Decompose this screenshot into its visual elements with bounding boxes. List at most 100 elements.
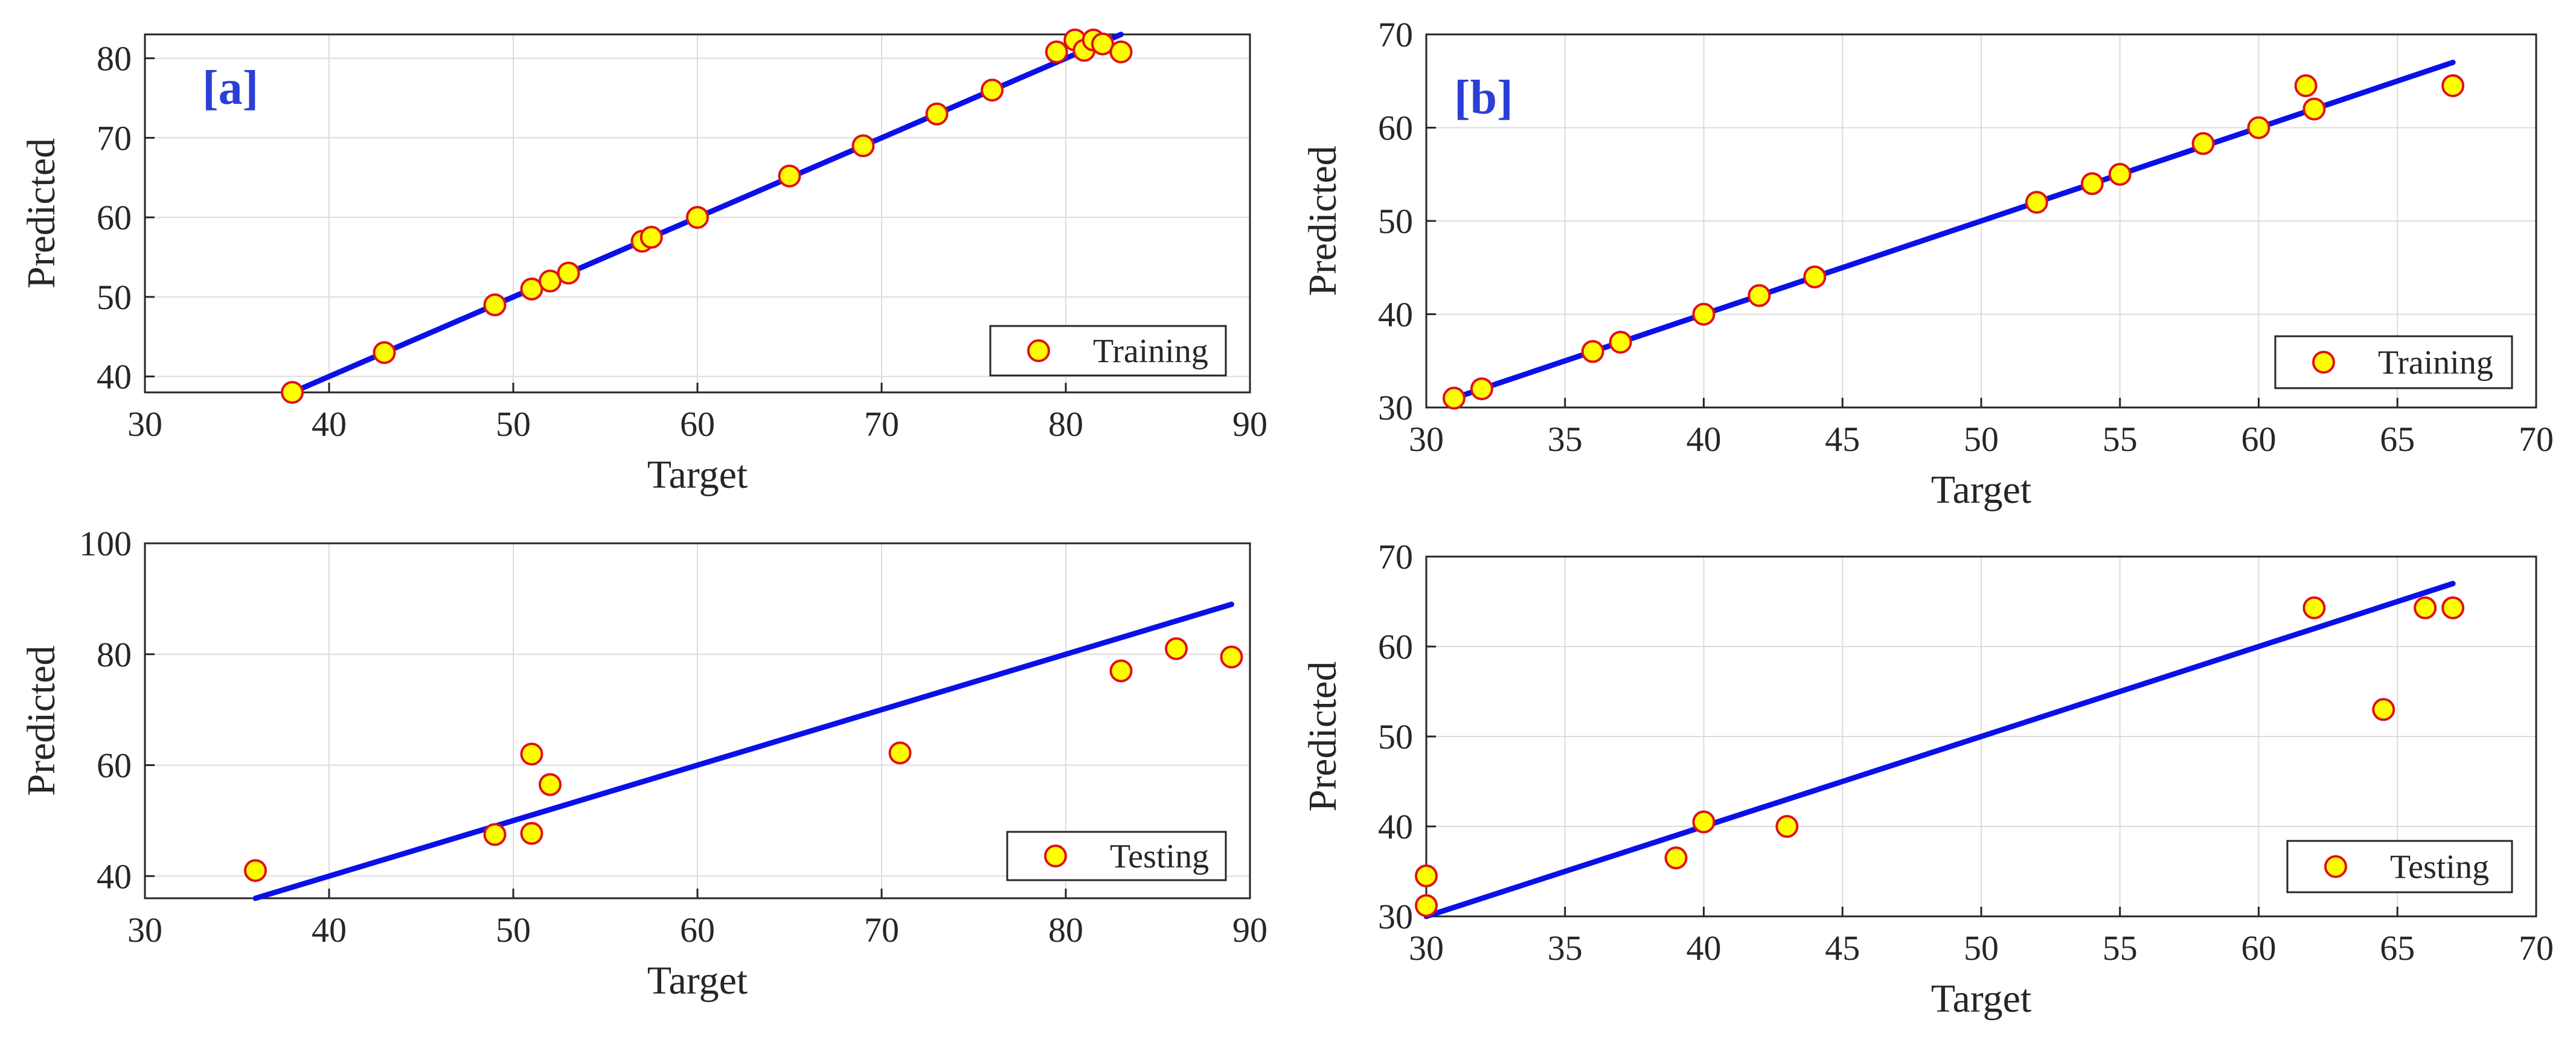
data-point (539, 773, 562, 796)
data-point (244, 859, 267, 883)
y-tick-label: 60 (97, 198, 132, 237)
legend-label: Training (2378, 344, 2493, 382)
data-point (1415, 864, 1438, 887)
y-tick-label: 100 (79, 524, 132, 563)
data-point (2441, 74, 2465, 97)
x-tick-label: 65 (2380, 420, 2415, 459)
legend-marker (1027, 339, 1050, 362)
data-point (639, 226, 663, 249)
data-point (778, 164, 801, 188)
y-tick-label: 40 (1378, 807, 1413, 846)
y-tick-label: 30 (1378, 388, 1413, 427)
x-tick-label: 80 (1048, 404, 1083, 444)
data-point (281, 381, 304, 404)
data-point (483, 293, 507, 317)
data-point (2302, 97, 2326, 121)
x-tick-label: 90 (1232, 404, 1267, 444)
panel-b-testing: 30 35 40 45 50 55 60 65 70 30 40 50 60 70 Target Predic… (1301, 537, 2554, 1021)
data-point (1581, 340, 1604, 363)
x-tick-label: 65 (2380, 928, 2415, 968)
x-tick-label: 55 (2103, 420, 2138, 459)
y-tick-label: 60 (1378, 109, 1413, 148)
data-point (1664, 846, 1688, 870)
data-point (981, 78, 1004, 102)
x-tick-label: 30 (127, 910, 162, 950)
panel-b-training: 30 35 40 45 50 55 60 65 70 30 40 50 60 70 Target Predic… (1301, 15, 2554, 512)
x-axis-label: Target (1931, 977, 2031, 1021)
legend: Training (989, 325, 1227, 377)
y-tick-label: 60 (97, 746, 132, 785)
x-tick-label: 30 (1409, 420, 1444, 459)
legend: Testing (1006, 831, 1227, 881)
y-tick-label: 80 (97, 39, 132, 78)
y-tick-label: 40 (97, 857, 132, 896)
y-tick-label: 30 (1378, 897, 1413, 936)
data-point (1803, 265, 1827, 289)
y-tick-label: 60 (1378, 627, 1413, 666)
x-axis-label: Target (647, 453, 748, 497)
y-axis-label: Predicted (1301, 145, 1345, 296)
x-tick-label: 70 (864, 404, 899, 444)
x-tick-label: 70 (864, 910, 899, 950)
y-tick-label: 50 (1378, 202, 1413, 241)
x-tick-label: 70 (2519, 928, 2554, 968)
panel-tag: [b] (1454, 71, 1513, 124)
data-point (1415, 894, 1438, 918)
data-point (1165, 637, 1188, 660)
y-axis-label: Predicted (19, 645, 63, 796)
data-point (1692, 302, 1716, 326)
data-point (2247, 116, 2270, 139)
legend-box (1006, 831, 1227, 881)
data-point (2372, 698, 2395, 721)
y-tick-label: 80 (97, 635, 132, 674)
y-tick-label: 40 (1378, 295, 1413, 334)
data-point (1220, 645, 1243, 669)
data-point (2025, 191, 2048, 214)
panel-tag: [a] (202, 62, 258, 115)
data-point (2441, 596, 2465, 619)
legend-marker (2324, 855, 2347, 878)
fit-line (252, 601, 1234, 901)
y-tick-label: 50 (1378, 717, 1413, 756)
data-point (888, 741, 912, 765)
x-tick-label: 30 (1409, 928, 1444, 968)
x-tick-label: 45 (1825, 928, 1860, 968)
data-point (2108, 162, 2132, 186)
x-tick-label: 80 (1048, 910, 1083, 950)
data-point (1692, 810, 1716, 834)
legend-label: Testing (1110, 838, 1209, 875)
x-tick-label: 40 (1687, 928, 1722, 968)
data-point (1045, 40, 1068, 63)
data-point (1109, 659, 1133, 683)
data-point (1748, 284, 1771, 307)
y-tick-label: 70 (1378, 537, 1413, 577)
data-point (2080, 172, 2104, 196)
x-tick-label: 70 (2519, 420, 2554, 459)
x-tick-label: 45 (1825, 420, 1860, 459)
x-tick-label: 55 (2103, 928, 2138, 968)
panel-a-testing: 30 40 50 60 70 80 90 40 60 80 100 Target Predicted Te… (19, 524, 1267, 1003)
y-tick-label: 70 (1378, 15, 1413, 54)
data-point (851, 134, 875, 158)
x-tick-label: 40 (1687, 420, 1722, 459)
x-axis-label: Target (1931, 468, 2031, 512)
data-point (1470, 377, 1493, 401)
data-point (2294, 74, 2318, 97)
x-tick-label: 90 (1232, 910, 1267, 950)
x-tick-label: 50 (1964, 928, 1999, 968)
y-axis-label: Predicted (1301, 661, 1345, 811)
data-point (925, 102, 949, 126)
data-point (2302, 596, 2326, 619)
legend: Training (2274, 335, 2513, 389)
data-point (686, 206, 709, 229)
y-axis-label: Predicted (19, 138, 63, 289)
legend: Testing (2286, 840, 2513, 893)
y-tick-label: 40 (97, 357, 132, 397)
x-tick-label: 50 (496, 910, 531, 950)
x-axis-label: Target (647, 959, 748, 1003)
data-point (483, 823, 507, 846)
legend-label: Testing (2390, 849, 2489, 886)
data-point (520, 743, 543, 766)
data-point (1609, 330, 1632, 354)
